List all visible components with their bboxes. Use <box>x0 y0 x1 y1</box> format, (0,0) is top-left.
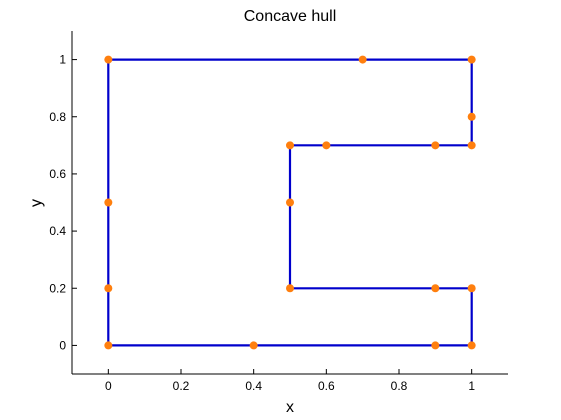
data-point <box>359 56 367 64</box>
y-tick-label: 0.4 <box>49 224 66 238</box>
data-point <box>431 341 439 349</box>
y-tick-label: 1 <box>59 53 66 67</box>
x-tick-label: 0.2 <box>173 379 190 393</box>
data-point <box>468 284 476 292</box>
marker-layer <box>104 56 475 350</box>
data-point <box>286 284 294 292</box>
data-point <box>250 341 258 349</box>
data-point <box>104 341 112 349</box>
data-point <box>468 141 476 149</box>
x-tick-label: 0.8 <box>391 379 408 393</box>
y-tick-label: 0.2 <box>49 281 66 295</box>
y-axis-label: y <box>28 199 45 207</box>
x-axis-label: x <box>286 399 294 416</box>
data-point <box>286 199 294 207</box>
data-point <box>104 199 112 207</box>
data-point <box>468 341 476 349</box>
chart-title: Concave hull <box>244 8 337 25</box>
y-tick-label: 0.8 <box>49 110 66 124</box>
data-point <box>468 113 476 121</box>
y-tick-label: 0 <box>59 338 66 352</box>
data-point <box>104 56 112 64</box>
x-tick-label: 0.6 <box>318 379 335 393</box>
data-point <box>468 56 476 64</box>
axes: 0 0.2 0.4 0.6 0.8 1 0 0.2 0.4 0.6 0.8 1 <box>49 31 508 393</box>
x-tick-label: 0.4 <box>245 379 262 393</box>
x-tick-label: 0 <box>105 379 112 393</box>
data-point <box>431 141 439 149</box>
data-point <box>104 284 112 292</box>
x-tick-label: 1 <box>468 379 475 393</box>
y-tick-label: 0.6 <box>49 167 66 181</box>
data-point <box>322 141 330 149</box>
data-point <box>286 141 294 149</box>
data-point <box>431 284 439 292</box>
